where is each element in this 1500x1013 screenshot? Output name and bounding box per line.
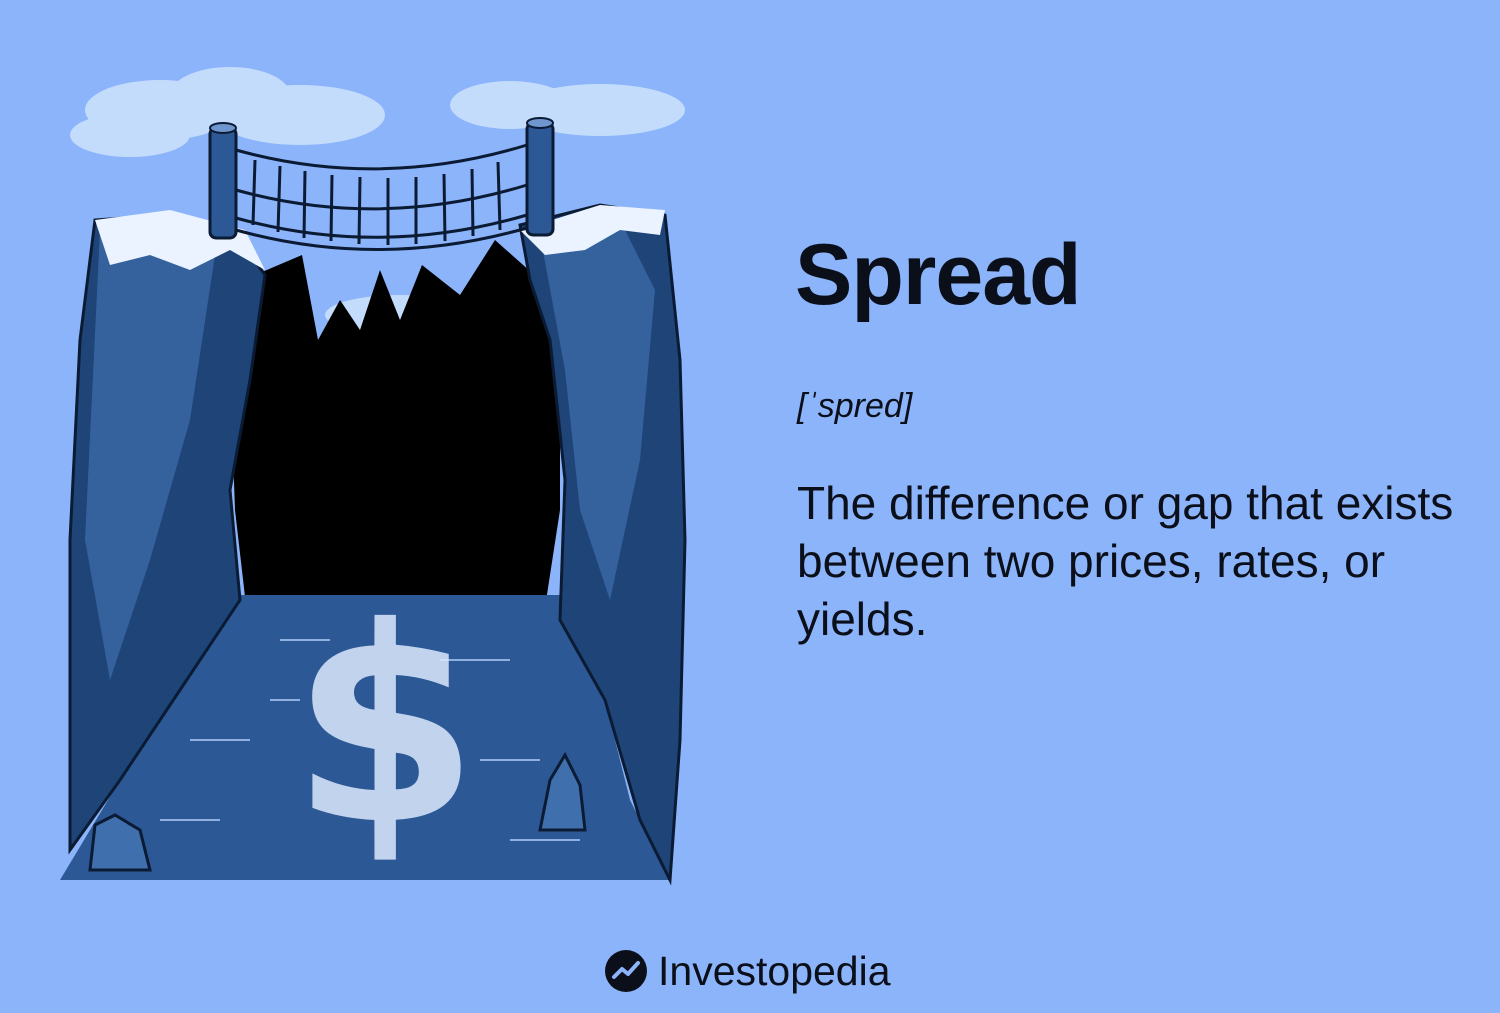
rock-left bbox=[88, 813, 152, 872]
dollar-sign-icon: $ bbox=[291, 569, 479, 884]
term-definition: The difference or gap that exists betwee… bbox=[797, 477, 1454, 645]
rope-bridge bbox=[235, 143, 528, 251]
term-pronunciation: [ˈspred] bbox=[797, 387, 913, 425]
brand-name: Investopedia bbox=[658, 947, 891, 994]
investopedia-logo-icon bbox=[605, 950, 647, 992]
dark-chasm bbox=[230, 240, 560, 640]
bridge-post-right bbox=[525, 117, 555, 237]
rock-right bbox=[538, 751, 587, 832]
brand-logo: Investopedia bbox=[604, 945, 891, 997]
canyon-bridge-illustration: $ bbox=[60, 67, 687, 886]
bridge-post-left bbox=[208, 122, 238, 240]
river bbox=[60, 595, 670, 880]
river-ripples bbox=[160, 639, 580, 841]
term-title: Spread bbox=[795, 227, 1082, 323]
